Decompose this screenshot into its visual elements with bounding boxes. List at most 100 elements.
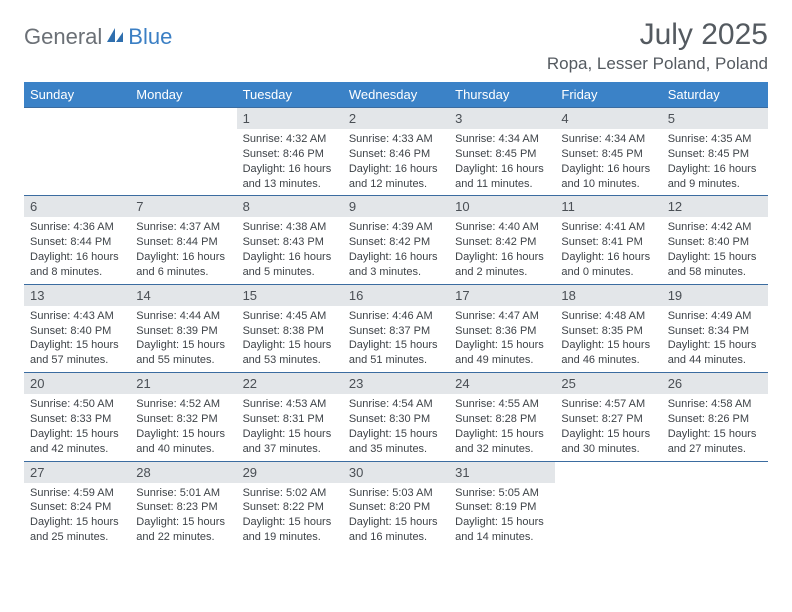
day-number: 9 [343, 196, 449, 217]
calendar-day-cell: 18Sunrise: 4:48 AMSunset: 8:35 PMDayligh… [555, 284, 661, 372]
day-number: 4 [555, 108, 661, 129]
day-details: Sunrise: 4:42 AMSunset: 8:40 PMDaylight:… [662, 217, 768, 283]
day-details: Sunrise: 4:59 AMSunset: 8:24 PMDaylight:… [24, 483, 130, 549]
calendar-day-cell: 6Sunrise: 4:36 AMSunset: 8:44 PMDaylight… [24, 196, 130, 284]
calendar-day-cell: 26Sunrise: 4:58 AMSunset: 8:26 PMDayligh… [662, 373, 768, 461]
day-header: Wednesday [343, 82, 449, 108]
day-number: 13 [24, 285, 130, 306]
location-text: Ropa, Lesser Poland, Poland [547, 54, 768, 74]
calendar-day-cell: 3Sunrise: 4:34 AMSunset: 8:45 PMDaylight… [449, 108, 555, 196]
calendar-day-cell [24, 108, 130, 196]
calendar-day-cell [130, 108, 236, 196]
day-details: Sunrise: 4:38 AMSunset: 8:43 PMDaylight:… [237, 217, 343, 283]
calendar-day-cell: 25Sunrise: 4:57 AMSunset: 8:27 PMDayligh… [555, 373, 661, 461]
day-details: Sunrise: 4:45 AMSunset: 8:38 PMDaylight:… [237, 306, 343, 372]
calendar-week-row: 1Sunrise: 4:32 AMSunset: 8:46 PMDaylight… [24, 108, 768, 196]
day-number: 7 [130, 196, 236, 217]
calendar-day-cell: 4Sunrise: 4:34 AMSunset: 8:45 PMDaylight… [555, 108, 661, 196]
calendar-day-cell: 22Sunrise: 4:53 AMSunset: 8:31 PMDayligh… [237, 373, 343, 461]
day-header: Tuesday [237, 82, 343, 108]
day-number: 12 [662, 196, 768, 217]
day-number: 5 [662, 108, 768, 129]
day-details: Sunrise: 5:03 AMSunset: 8:20 PMDaylight:… [343, 483, 449, 549]
calendar-day-cell: 17Sunrise: 4:47 AMSunset: 8:36 PMDayligh… [449, 284, 555, 372]
day-details: Sunrise: 4:33 AMSunset: 8:46 PMDaylight:… [343, 129, 449, 195]
day-details: Sunrise: 5:01 AMSunset: 8:23 PMDaylight:… [130, 483, 236, 549]
day-number: 25 [555, 373, 661, 394]
calendar-week-row: 20Sunrise: 4:50 AMSunset: 8:33 PMDayligh… [24, 373, 768, 461]
calendar-day-cell [555, 461, 661, 549]
day-details: Sunrise: 4:46 AMSunset: 8:37 PMDaylight:… [343, 306, 449, 372]
day-details: Sunrise: 4:40 AMSunset: 8:42 PMDaylight:… [449, 217, 555, 283]
day-number: 24 [449, 373, 555, 394]
day-details: Sunrise: 4:57 AMSunset: 8:27 PMDaylight:… [555, 394, 661, 460]
day-number: 28 [130, 462, 236, 483]
brand-text-2: Blue [128, 24, 172, 50]
day-number: 29 [237, 462, 343, 483]
calendar-day-cell: 1Sunrise: 4:32 AMSunset: 8:46 PMDaylight… [237, 108, 343, 196]
day-details: Sunrise: 5:02 AMSunset: 8:22 PMDaylight:… [237, 483, 343, 549]
day-details: Sunrise: 4:36 AMSunset: 8:44 PMDaylight:… [24, 217, 130, 283]
day-details: Sunrise: 4:52 AMSunset: 8:32 PMDaylight:… [130, 394, 236, 460]
day-number: 18 [555, 285, 661, 306]
day-details: Sunrise: 4:50 AMSunset: 8:33 PMDaylight:… [24, 394, 130, 460]
day-details: Sunrise: 4:54 AMSunset: 8:30 PMDaylight:… [343, 394, 449, 460]
day-header: Saturday [662, 82, 768, 108]
day-details: Sunrise: 4:39 AMSunset: 8:42 PMDaylight:… [343, 217, 449, 283]
day-details: Sunrise: 4:48 AMSunset: 8:35 PMDaylight:… [555, 306, 661, 372]
day-header: Sunday [24, 82, 130, 108]
brand-logo: General Blue [24, 18, 172, 50]
day-number: 6 [24, 196, 130, 217]
calendar-week-row: 13Sunrise: 4:43 AMSunset: 8:40 PMDayligh… [24, 284, 768, 372]
day-number: 10 [449, 196, 555, 217]
calendar-day-cell: 14Sunrise: 4:44 AMSunset: 8:39 PMDayligh… [130, 284, 236, 372]
day-header: Monday [130, 82, 236, 108]
month-title: July 2025 [547, 18, 768, 52]
calendar-day-cell: 9Sunrise: 4:39 AMSunset: 8:42 PMDaylight… [343, 196, 449, 284]
day-details: Sunrise: 4:35 AMSunset: 8:45 PMDaylight:… [662, 129, 768, 195]
day-number: 26 [662, 373, 768, 394]
day-details: Sunrise: 4:49 AMSunset: 8:34 PMDaylight:… [662, 306, 768, 372]
day-details: Sunrise: 4:41 AMSunset: 8:41 PMDaylight:… [555, 217, 661, 283]
day-number: 3 [449, 108, 555, 129]
calendar-day-cell [662, 461, 768, 549]
day-number: 19 [662, 285, 768, 306]
calendar-day-cell: 24Sunrise: 4:55 AMSunset: 8:28 PMDayligh… [449, 373, 555, 461]
day-details: Sunrise: 4:37 AMSunset: 8:44 PMDaylight:… [130, 217, 236, 283]
brand-sail-icon [105, 26, 125, 49]
header: General Blue July 2025 Ropa, Lesser Pola… [24, 18, 768, 74]
day-details: Sunrise: 4:44 AMSunset: 8:39 PMDaylight:… [130, 306, 236, 372]
day-number: 23 [343, 373, 449, 394]
day-details: Sunrise: 4:32 AMSunset: 8:46 PMDaylight:… [237, 129, 343, 195]
brand-text-1: General [24, 24, 102, 50]
day-number: 31 [449, 462, 555, 483]
day-number: 11 [555, 196, 661, 217]
day-details: Sunrise: 4:55 AMSunset: 8:28 PMDaylight:… [449, 394, 555, 460]
day-details: Sunrise: 5:05 AMSunset: 8:19 PMDaylight:… [449, 483, 555, 549]
calendar-day-cell: 30Sunrise: 5:03 AMSunset: 8:20 PMDayligh… [343, 461, 449, 549]
day-number: 14 [130, 285, 236, 306]
calendar-week-row: 6Sunrise: 4:36 AMSunset: 8:44 PMDaylight… [24, 196, 768, 284]
calendar-day-cell: 21Sunrise: 4:52 AMSunset: 8:32 PMDayligh… [130, 373, 236, 461]
day-number: 21 [130, 373, 236, 394]
day-number: 22 [237, 373, 343, 394]
calendar-day-cell: 27Sunrise: 4:59 AMSunset: 8:24 PMDayligh… [24, 461, 130, 549]
day-number: 2 [343, 108, 449, 129]
day-details: Sunrise: 4:53 AMSunset: 8:31 PMDaylight:… [237, 394, 343, 460]
day-details: Sunrise: 4:47 AMSunset: 8:36 PMDaylight:… [449, 306, 555, 372]
day-number: 15 [237, 285, 343, 306]
day-header: Friday [555, 82, 661, 108]
calendar-day-cell: 7Sunrise: 4:37 AMSunset: 8:44 PMDaylight… [130, 196, 236, 284]
day-details: Sunrise: 4:43 AMSunset: 8:40 PMDaylight:… [24, 306, 130, 372]
calendar-day-cell: 12Sunrise: 4:42 AMSunset: 8:40 PMDayligh… [662, 196, 768, 284]
day-details: Sunrise: 4:58 AMSunset: 8:26 PMDaylight:… [662, 394, 768, 460]
day-number: 20 [24, 373, 130, 394]
calendar-day-cell: 16Sunrise: 4:46 AMSunset: 8:37 PMDayligh… [343, 284, 449, 372]
day-details: Sunrise: 4:34 AMSunset: 8:45 PMDaylight:… [555, 129, 661, 195]
calendar-day-cell: 20Sunrise: 4:50 AMSunset: 8:33 PMDayligh… [24, 373, 130, 461]
day-details: Sunrise: 4:34 AMSunset: 8:45 PMDaylight:… [449, 129, 555, 195]
day-header-row: SundayMondayTuesdayWednesdayThursdayFrid… [24, 82, 768, 108]
day-number: 27 [24, 462, 130, 483]
calendar-day-cell: 23Sunrise: 4:54 AMSunset: 8:30 PMDayligh… [343, 373, 449, 461]
day-number: 1 [237, 108, 343, 129]
